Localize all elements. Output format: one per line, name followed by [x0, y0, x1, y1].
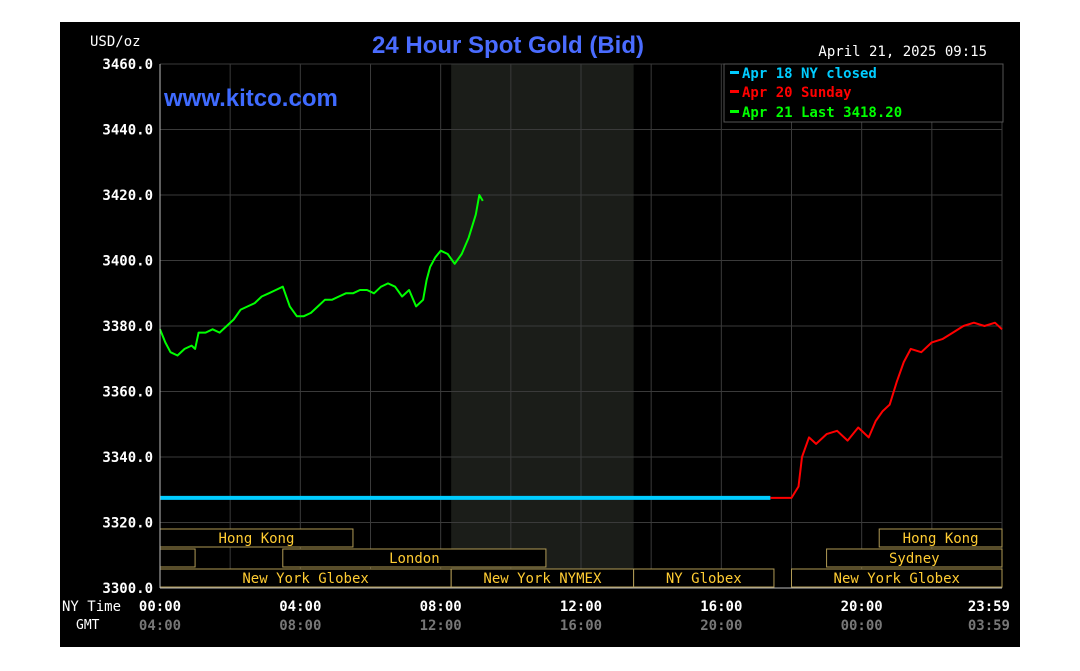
session-hong-kong: Hong Kong [159, 528, 354, 548]
session-label: New York Globex [834, 571, 960, 587]
market-sessions: Hong Kong Hong Kong London Sydney New York G… [159, 528, 1003, 588]
series-line-2 [159, 194, 484, 357]
ny-time-axis-label: NY Time [62, 599, 121, 615]
y-tick-label: 3300.0 [102, 581, 153, 597]
session-sydney: Sydney [826, 548, 1003, 568]
legend-item-0: Apr 18 NY closed [730, 66, 877, 82]
session-box [826, 548, 1003, 568]
session-box [633, 568, 775, 588]
session-ny-globex: NY Globex [633, 568, 775, 588]
x-tick-label-ny: 23:59 [968, 599, 1010, 615]
x-tick-label-gmt: 08:00 [279, 618, 321, 634]
legend-box [723, 63, 1004, 123]
y-axis-unit: USD/oz [90, 34, 141, 50]
session-new-york-nymex: New York NYMEX [450, 568, 635, 588]
legend-item-1: Apr 20 Sunday [730, 85, 852, 101]
session-london [159, 548, 196, 568]
y-tick-label: 3380.0 [102, 319, 153, 335]
x-tick-label-ny: 16:00 [700, 599, 742, 615]
session-box [878, 528, 1003, 548]
x-tick-label-ny: 12:00 [560, 599, 602, 615]
legend-swatch-1 [730, 90, 739, 93]
y-tick-label: 3460.0 [102, 57, 153, 73]
y-tick-label: 3400.0 [102, 254, 153, 270]
legend-item-2: Apr 21 Last 3418.20 [730, 105, 902, 121]
session-box [159, 548, 196, 568]
session-label: Sydney [889, 551, 940, 567]
session-label: London [389, 551, 440, 567]
session-label: New York NYMEX [483, 571, 602, 587]
session-box [791, 568, 1003, 588]
session-label: NY Globex [666, 571, 742, 587]
y-tick-label: 3340.0 [102, 450, 153, 466]
chart-title: 24 Hour Spot Gold (Bid) [372, 32, 644, 59]
watermark: www.kitco.com [163, 85, 338, 112]
grid [159, 63, 1003, 589]
x-tick-label-ny: 20:00 [841, 599, 883, 615]
x-tick-label-ny: 00:00 [139, 599, 181, 615]
legend: Apr 18 NY closed Apr 20 Sunday Apr 21 La… [723, 63, 1004, 123]
session-label: New York Globex [242, 571, 368, 587]
x-tick-label-gmt: 20:00 [700, 618, 742, 634]
x-tick-label-gmt: 00:00 [841, 618, 883, 634]
gold-price-chart: Hong Kong Hong Kong London Sydney New York G… [62, 32, 1010, 634]
x-tick-label-gmt: 04:00 [139, 618, 181, 634]
session-label: Hong Kong [903, 531, 979, 547]
chart-frame: Hong Kong Hong Kong London Sydney New York G… [60, 22, 1020, 647]
x-tick-label-gmt: 16:00 [560, 618, 602, 634]
y-tick-label: 3440.0 [102, 123, 153, 139]
axes: 3460.0 3440.0 3420.0 3400.0 3380.0 3360.0 3340… [102, 57, 1010, 634]
y-tick-label: 3360.0 [102, 385, 153, 401]
legend-label-1: Apr 20 Sunday [742, 85, 852, 101]
session-new-york-globex: New York Globex [791, 568, 1003, 588]
session-label: Hong Kong [219, 531, 295, 547]
series-layer [159, 194, 1003, 500]
y-tick-label: 3420.0 [102, 188, 153, 204]
x-tick-label-ny: 04:00 [279, 599, 321, 615]
y-tick-label: 3320.0 [102, 516, 153, 532]
x-tick-label-ny: 08:00 [420, 599, 462, 615]
timestamp: April 21, 2025 09:15 [818, 44, 987, 60]
legend-swatch-0 [730, 71, 739, 74]
x-tick-label-gmt: 12:00 [420, 618, 462, 634]
legend-label-2: Apr 21 Last 3418.20 [742, 105, 902, 121]
series-line-1 [770, 321, 1003, 499]
legend-label-0: Apr 18 NY closed [742, 66, 877, 82]
x-tick-label-gmt: 03:59 [968, 618, 1010, 634]
session-new-york-globex: New York Globex [159, 568, 452, 588]
legend-swatch-2 [730, 110, 739, 113]
session-london: London [282, 548, 547, 568]
session-box [282, 548, 547, 568]
session-hong-kong: Hong Kong [878, 528, 1003, 548]
gmt-axis-label: GMT [76, 618, 100, 633]
